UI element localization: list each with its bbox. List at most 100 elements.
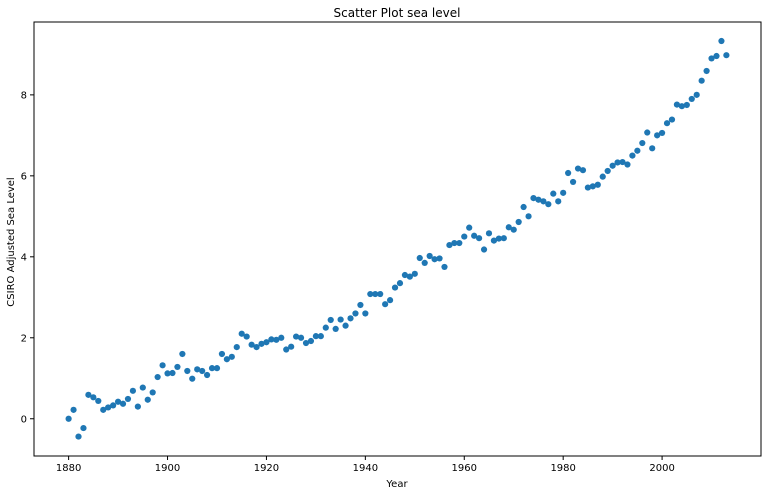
scatter-point xyxy=(569,178,577,186)
scatter-point xyxy=(520,203,527,211)
y-tick-label: 0 xyxy=(21,414,27,425)
scatter-point xyxy=(114,398,122,405)
scatter-point xyxy=(411,270,418,277)
scatter-point xyxy=(584,184,592,191)
scatter-point xyxy=(119,400,127,407)
scatter-point xyxy=(124,395,132,403)
scatter-point xyxy=(634,147,641,154)
y-tick-label: 2 xyxy=(21,333,27,344)
scatter-point xyxy=(75,433,82,440)
scatter-point xyxy=(639,139,646,147)
scatter-point xyxy=(302,339,310,347)
scatter-point xyxy=(199,367,206,375)
scatter-point xyxy=(95,397,102,405)
scatter-point xyxy=(223,356,230,363)
scatter-point xyxy=(476,235,483,242)
scatter-point xyxy=(273,336,280,343)
scatter-point xyxy=(391,284,399,291)
scatter-point xyxy=(619,158,626,166)
scatter-point xyxy=(579,167,587,174)
scatter-point xyxy=(134,403,141,410)
scatter-point xyxy=(624,161,631,168)
x-tick-label: 1960 xyxy=(452,463,477,474)
scatter-point xyxy=(110,402,117,409)
scatter-point xyxy=(560,189,567,196)
plot-frame xyxy=(33,21,762,457)
scatter-point xyxy=(530,195,537,202)
x-tick-label: 1880 xyxy=(56,463,81,474)
scatter-point xyxy=(436,255,443,262)
scatter-point xyxy=(278,334,285,341)
chart-title: Scatter Plot sea level xyxy=(334,6,461,20)
scatter-point xyxy=(194,366,201,373)
scatter-point xyxy=(629,152,636,159)
scatter-point xyxy=(243,333,250,340)
x-tick-label: 1900 xyxy=(155,463,180,474)
scatter-point xyxy=(357,301,364,309)
scatter-point xyxy=(144,396,151,403)
scatter-point xyxy=(149,389,156,396)
scatter-point xyxy=(248,341,255,348)
scatter-point xyxy=(416,254,423,262)
scatter-point xyxy=(317,333,324,340)
scatter-point xyxy=(471,232,478,239)
scatter-point xyxy=(495,235,502,242)
scatter-point xyxy=(668,116,676,123)
scatter-point xyxy=(90,394,97,401)
y-tick-label: 6 xyxy=(21,171,27,182)
x-tick-label: 1980 xyxy=(550,463,575,474)
scatter-point xyxy=(555,198,562,205)
scatter-point xyxy=(480,246,488,253)
scatter-point xyxy=(545,201,552,208)
scatter-point xyxy=(208,365,216,372)
scatter-point xyxy=(228,353,235,360)
scatter-point xyxy=(461,233,468,240)
scatter-point xyxy=(367,290,374,298)
scatter-point xyxy=(189,375,196,382)
y-tick-label: 4 xyxy=(21,252,27,263)
scatter-point xyxy=(253,344,260,351)
scatter-point xyxy=(698,77,705,84)
scatter-point xyxy=(65,415,72,422)
scatter-point xyxy=(352,310,359,317)
scatter-point xyxy=(426,252,433,260)
scatter-point xyxy=(263,339,270,346)
scatter-point xyxy=(204,371,211,379)
scatter-point xyxy=(372,290,379,298)
scatter-point xyxy=(312,333,319,340)
scatter-point xyxy=(550,190,557,197)
scatter-point xyxy=(490,237,498,244)
scatter-point xyxy=(510,226,517,233)
x-axis: 1880 1900 1920 1940 1960 1980 2000 xyxy=(56,456,675,474)
scatter-point xyxy=(179,350,186,358)
scatter-point xyxy=(347,315,354,322)
scatter-point xyxy=(382,301,389,308)
scatter-point xyxy=(614,159,621,166)
scatter-point xyxy=(105,404,112,411)
scatter-point xyxy=(322,324,329,331)
scatter-point xyxy=(663,120,671,127)
scatter-point xyxy=(565,169,572,177)
x-tick-label: 1920 xyxy=(254,463,279,474)
scatter-point xyxy=(505,224,512,231)
scatter-point xyxy=(401,271,409,279)
scatter-point xyxy=(164,370,171,377)
scatter-point xyxy=(288,343,295,350)
x-axis-label: Year xyxy=(385,479,408,490)
scatter-point xyxy=(154,373,161,381)
scatter-point xyxy=(70,406,77,413)
scatter-point xyxy=(703,67,710,75)
scatter-point xyxy=(515,218,522,226)
scatter-point xyxy=(218,350,226,358)
scatter-point xyxy=(396,280,404,287)
scatter-point xyxy=(85,391,92,398)
scatter-point xyxy=(678,103,685,110)
scatter-point xyxy=(213,365,221,372)
scatter-point xyxy=(535,196,542,203)
scatter-point xyxy=(693,91,700,98)
scatter-point xyxy=(599,173,606,180)
scatter-point xyxy=(441,263,448,271)
scatter-point xyxy=(268,336,275,343)
scatter-point xyxy=(688,95,695,103)
scatter-point xyxy=(297,334,305,341)
